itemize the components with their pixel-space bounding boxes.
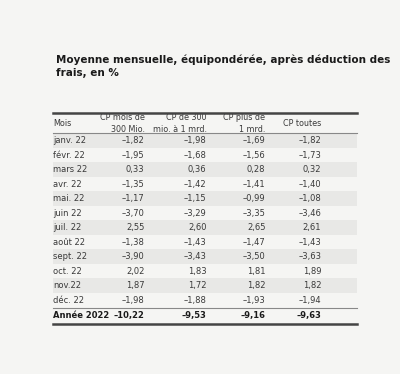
- Text: 1,72: 1,72: [188, 281, 206, 290]
- Text: –1,88: –1,88: [184, 296, 206, 305]
- Text: CP de 300
mio. à 1 mrd.: CP de 300 mio. à 1 mrd.: [152, 113, 206, 134]
- Text: 1,81: 1,81: [247, 267, 266, 276]
- Text: sept. 22: sept. 22: [53, 252, 87, 261]
- Text: –1,08: –1,08: [298, 194, 321, 203]
- Bar: [53, 279, 357, 293]
- Text: oct. 22: oct. 22: [53, 267, 82, 276]
- Text: CP plus de
1 mrd.: CP plus de 1 mrd.: [224, 113, 266, 134]
- Bar: [53, 162, 357, 177]
- Text: –10,22: –10,22: [114, 312, 144, 321]
- Bar: [53, 249, 357, 264]
- Text: 0,33: 0,33: [126, 165, 144, 174]
- Text: –1,41: –1,41: [243, 180, 266, 188]
- Text: 2,65: 2,65: [247, 223, 266, 232]
- Text: –9,53: –9,53: [182, 312, 206, 321]
- Text: févr. 22: févr. 22: [53, 151, 85, 160]
- Text: –1,98: –1,98: [122, 296, 144, 305]
- Text: 0,32: 0,32: [303, 165, 321, 174]
- Text: 2,55: 2,55: [126, 223, 144, 232]
- Text: 1,82: 1,82: [303, 281, 321, 290]
- Text: mai. 22: mai. 22: [53, 194, 84, 203]
- Text: –3,50: –3,50: [243, 252, 266, 261]
- Text: –1,40: –1,40: [299, 180, 321, 188]
- Text: –3,43: –3,43: [184, 252, 206, 261]
- Text: –1,94: –1,94: [299, 296, 321, 305]
- Text: déc. 22: déc. 22: [53, 296, 84, 305]
- Text: –1,82: –1,82: [122, 136, 144, 145]
- Text: –1,43: –1,43: [184, 238, 206, 247]
- Text: juil. 22: juil. 22: [53, 223, 81, 232]
- Text: Moyenne mensuelle, équipondérée, après déduction des
frais, en %: Moyenne mensuelle, équipondérée, après d…: [56, 55, 390, 78]
- Text: –1,73: –1,73: [298, 151, 321, 160]
- Bar: [53, 191, 357, 206]
- Text: –1,35: –1,35: [122, 180, 144, 188]
- Text: Mois: Mois: [53, 119, 71, 128]
- Text: –1,95: –1,95: [122, 151, 144, 160]
- Text: –1,38: –1,38: [122, 238, 144, 247]
- Text: 0,36: 0,36: [188, 165, 206, 174]
- Text: 1,82: 1,82: [247, 281, 266, 290]
- Text: Année 2022: Année 2022: [53, 312, 109, 321]
- Text: –1,47: –1,47: [243, 238, 266, 247]
- Bar: [53, 133, 357, 148]
- Text: –3,35: –3,35: [242, 209, 266, 218]
- Text: mars 22: mars 22: [53, 165, 87, 174]
- Text: août 22: août 22: [53, 238, 85, 247]
- Text: –1,42: –1,42: [184, 180, 206, 188]
- Text: –1,56: –1,56: [243, 151, 266, 160]
- Text: –1,43: –1,43: [298, 238, 321, 247]
- Text: –9,63: –9,63: [296, 312, 321, 321]
- Text: –0,99: –0,99: [243, 194, 266, 203]
- Text: –3,70: –3,70: [122, 209, 144, 218]
- Text: 1,83: 1,83: [188, 267, 206, 276]
- Text: –1,98: –1,98: [184, 136, 206, 145]
- Text: 2,61: 2,61: [303, 223, 321, 232]
- Text: –1,93: –1,93: [243, 296, 266, 305]
- Text: –1,15: –1,15: [184, 194, 206, 203]
- Text: 0,28: 0,28: [247, 165, 266, 174]
- Text: –9,16: –9,16: [240, 312, 266, 321]
- Text: CP toutes: CP toutes: [283, 119, 321, 128]
- Text: 1,89: 1,89: [303, 267, 321, 276]
- Text: avr. 22: avr. 22: [53, 180, 82, 188]
- Text: –1,17: –1,17: [122, 194, 144, 203]
- Text: –1,69: –1,69: [243, 136, 266, 145]
- Text: –1,68: –1,68: [184, 151, 206, 160]
- Text: nov.22: nov.22: [53, 281, 81, 290]
- Text: –3,29: –3,29: [184, 209, 206, 218]
- Text: 1,87: 1,87: [126, 281, 144, 290]
- Text: –3,46: –3,46: [298, 209, 321, 218]
- Text: –3,63: –3,63: [298, 252, 321, 261]
- Text: –3,90: –3,90: [122, 252, 144, 261]
- Text: CP mois de
300 Mio.: CP mois de 300 Mio.: [100, 113, 144, 134]
- Text: –1,82: –1,82: [298, 136, 321, 145]
- Bar: [53, 220, 357, 235]
- Text: juin 22: juin 22: [53, 209, 82, 218]
- Text: janv. 22: janv. 22: [53, 136, 86, 145]
- Text: 2,02: 2,02: [126, 267, 144, 276]
- Text: 2,60: 2,60: [188, 223, 206, 232]
